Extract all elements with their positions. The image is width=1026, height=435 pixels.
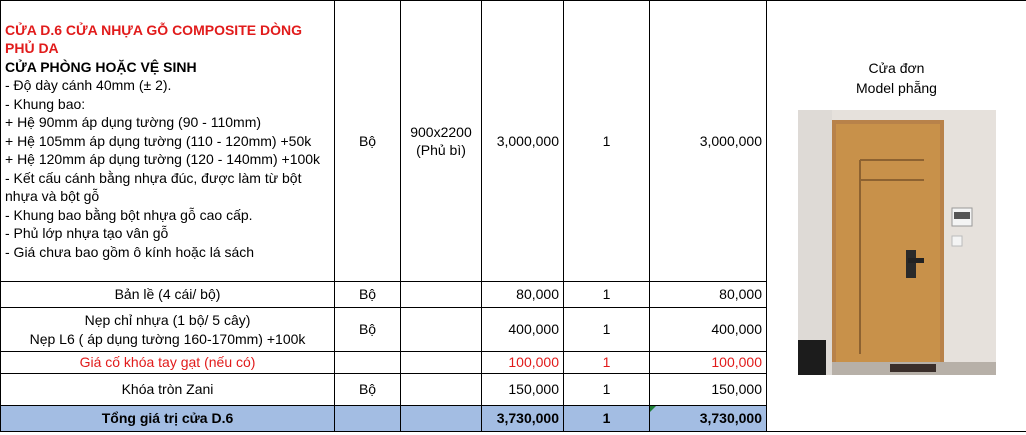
spec-line: - Độ dày cánh 40mm (± 2). — [5, 77, 172, 94]
row-amount: 150,000 — [649, 373, 767, 406]
spec-line: - Khung bao bằng bột nhựa gỗ cao cấp. — [5, 206, 253, 223]
image-caption-type: Cửa đơn — [868, 59, 925, 76]
main-item-amount: 3,000,000 — [649, 0, 767, 282]
row-price: 80,000 — [481, 281, 564, 308]
main-item-unit: Bộ — [334, 0, 401, 282]
row-price: 100,000 — [481, 351, 564, 374]
main-item-size: 900x2200 (Phủ bì) — [400, 0, 482, 282]
size-note: (Phủ bì) — [416, 142, 466, 158]
size-dimensions: 900x2200 — [410, 123, 472, 140]
row-qty: 1 — [563, 373, 650, 406]
row-unit — [334, 351, 401, 374]
table-row: Khóa tròn Zani Bộ 150,000 1 150,000 — [0, 373, 1026, 406]
door-photo — [797, 109, 996, 375]
spec-line: + Hệ 105mm áp dụng tường (110 - 120mm) +… — [5, 132, 312, 149]
row-name-line: Nẹp L6 ( áp dụng tường 160-170mm) +100k — [29, 330, 306, 347]
main-item-qty: 1 — [563, 0, 650, 282]
row-unit: Bộ — [334, 373, 401, 406]
total-price: 3,730,000 — [481, 405, 564, 432]
main-item-title: CỬA D.6 CỬA NHỰA GỖ COMPOSITE DÒNG PHỦ D… — [5, 21, 302, 57]
product-image-panel: Cửa đơn Model phẵng — [766, 0, 1026, 432]
row-qty: 1 — [563, 351, 650, 374]
row-name: Khóa tròn Zani — [0, 373, 335, 406]
row-unit: Bộ — [334, 281, 401, 308]
main-item-subtitle: CỬA PHÒNG HOẶC VỆ SINH — [5, 58, 197, 75]
row-qty: 1 — [563, 307, 650, 352]
spec-line: + Hệ 120mm áp dụng tường (120 - 140mm) +… — [5, 151, 321, 168]
total-row: Tổng giá trị cửa D.6 3,730,000 1 3,730,0… — [0, 405, 1026, 432]
row-name-line: Nẹp chỉ nhựa (1 bộ/ 5 cây) — [84, 312, 251, 328]
spec-line: - Giá chưa bao gồm ô kính hoặc lá sách — [5, 243, 255, 260]
row-qty: 1 — [563, 281, 650, 308]
table-row: Giá cố khóa tay gạt (nếu có) 100,000 1 1… — [0, 351, 1026, 374]
row-name: Nẹp chỉ nhựa (1 bộ/ 5 cây) Nẹp L6 ( áp d… — [0, 307, 335, 352]
total-label: Tổng giá trị cửa D.6 — [0, 405, 335, 432]
row-amount: 80,000 — [649, 281, 767, 308]
total-qty: 1 — [563, 405, 650, 432]
main-item-price: 3,000,000 — [481, 0, 564, 282]
row-amount: 400,000 — [649, 307, 767, 352]
spec-line: - Khung bao: — [5, 95, 86, 112]
total-size — [400, 405, 482, 432]
total-unit — [334, 405, 401, 432]
row-name: Giá cố khóa tay gạt (nếu có) — [0, 351, 335, 374]
spec-line: - Phủ lớp nhựa tạo vân gỗ — [5, 225, 169, 242]
total-amount: 3,730,000 — [649, 405, 767, 432]
image-caption-model: Model phẵng — [856, 79, 937, 96]
row-size — [400, 373, 482, 406]
row-unit: Bộ — [334, 307, 401, 352]
row-size — [400, 281, 482, 308]
row-size — [400, 351, 482, 374]
row-name: Bản lề (4 cái/ bộ) — [0, 281, 335, 308]
row-size — [400, 307, 482, 352]
row-price: 400,000 — [481, 307, 564, 352]
spec-line: + Hệ 90mm áp dụng tường (90 - 110mm) — [5, 114, 262, 131]
spec-line: - Kết cấu cánh bằng nhựa đúc, được làm t… — [5, 169, 302, 205]
row-amount: 100,000 — [649, 351, 767, 374]
main-item-description: CỬA D.6 CỬA NHỰA GỖ COMPOSITE DÒNG PHỦ D… — [0, 0, 335, 282]
row-price: 150,000 — [481, 373, 564, 406]
